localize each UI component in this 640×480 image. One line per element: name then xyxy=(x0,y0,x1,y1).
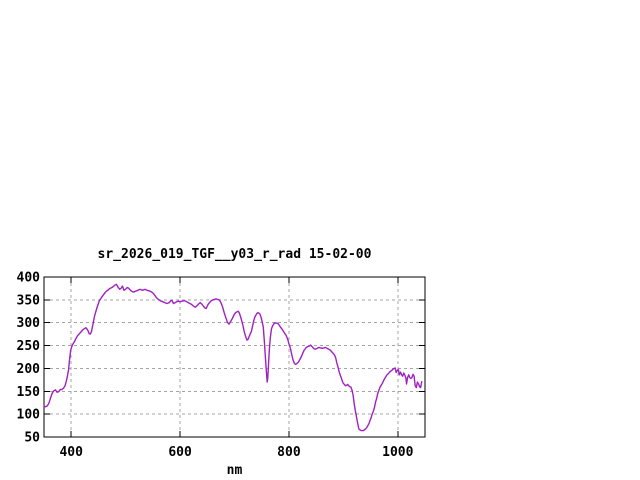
x-axis-label: nm xyxy=(226,463,243,478)
spectral-curve xyxy=(43,283,423,432)
chart-title: sr_2026_019_TGF__y03_r_rad 15-02-00 xyxy=(97,247,372,262)
y-tick-label: 150 xyxy=(17,385,41,400)
x-tick-label: 800 xyxy=(277,445,301,460)
y-tick-label: 250 xyxy=(17,339,41,354)
plot-border xyxy=(43,276,426,438)
y-tick-label: 350 xyxy=(17,293,41,308)
x-tick-label: 1000 xyxy=(382,445,413,460)
y-tick-label: 50 xyxy=(24,431,40,446)
x-tick-label: 600 xyxy=(168,445,192,460)
y-tick-label: 100 xyxy=(17,408,41,423)
y-tick-label: 200 xyxy=(17,362,41,377)
y-tick-label: 300 xyxy=(17,316,41,331)
x-tick-label: 400 xyxy=(59,445,83,460)
y-tick-label: 400 xyxy=(17,271,41,286)
